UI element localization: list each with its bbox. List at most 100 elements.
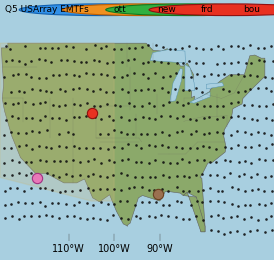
Point bbox=[11, 102, 15, 106]
Point bbox=[152, 88, 156, 92]
Point bbox=[44, 76, 48, 80]
Point bbox=[8, 186, 13, 190]
Point bbox=[241, 172, 246, 176]
Point bbox=[57, 104, 61, 108]
Point bbox=[235, 114, 240, 119]
Point bbox=[201, 218, 205, 222]
Point bbox=[147, 161, 151, 165]
Point bbox=[50, 172, 55, 177]
Point bbox=[269, 214, 273, 218]
Point bbox=[43, 114, 47, 118]
Point bbox=[264, 217, 268, 221]
Point bbox=[50, 115, 55, 120]
Point bbox=[257, 143, 261, 147]
Point bbox=[17, 59, 21, 63]
Point bbox=[58, 190, 63, 194]
Point bbox=[50, 214, 54, 218]
Point bbox=[64, 172, 68, 176]
Point bbox=[208, 104, 212, 108]
Point bbox=[105, 102, 110, 106]
Point bbox=[263, 74, 267, 79]
Point bbox=[270, 76, 274, 80]
Polygon shape bbox=[0, 43, 114, 201]
Point bbox=[119, 47, 123, 51]
Point bbox=[77, 115, 82, 119]
Point bbox=[153, 200, 158, 205]
Point bbox=[229, 73, 233, 77]
Point bbox=[57, 132, 62, 136]
Point bbox=[269, 201, 273, 205]
Point bbox=[182, 174, 186, 178]
Point bbox=[132, 72, 136, 76]
Point bbox=[119, 75, 124, 79]
Point bbox=[140, 104, 144, 108]
Point bbox=[263, 230, 267, 234]
Point bbox=[127, 186, 131, 190]
Point bbox=[42, 100, 47, 104]
Point bbox=[133, 117, 137, 121]
Point bbox=[133, 160, 138, 165]
Point bbox=[3, 203, 7, 207]
Point bbox=[179, 200, 184, 205]
Point bbox=[215, 117, 219, 121]
Circle shape bbox=[62, 4, 227, 16]
Point bbox=[159, 114, 163, 119]
Point bbox=[78, 216, 82, 220]
Point bbox=[112, 202, 117, 206]
Point bbox=[270, 228, 274, 232]
Point bbox=[216, 73, 220, 77]
Point bbox=[77, 86, 81, 90]
Point bbox=[263, 158, 267, 162]
Point bbox=[207, 145, 211, 149]
Point bbox=[269, 133, 273, 137]
Point bbox=[255, 228, 259, 232]
Point bbox=[72, 101, 76, 106]
Point bbox=[38, 186, 42, 190]
Point bbox=[216, 213, 220, 217]
Point bbox=[229, 133, 233, 137]
Point bbox=[180, 157, 185, 161]
Point bbox=[51, 159, 56, 163]
Point bbox=[3, 189, 7, 193]
Point bbox=[1, 133, 6, 137]
Point bbox=[105, 132, 110, 136]
Point bbox=[167, 175, 172, 179]
Point bbox=[78, 187, 82, 192]
Point bbox=[175, 116, 179, 120]
Point bbox=[99, 160, 103, 165]
Point bbox=[78, 160, 82, 164]
Point bbox=[216, 44, 221, 48]
Point bbox=[98, 217, 102, 221]
Point bbox=[38, 175, 42, 179]
Point bbox=[56, 116, 61, 120]
Point bbox=[119, 216, 123, 220]
Point bbox=[156, 191, 161, 196]
Point bbox=[166, 145, 170, 149]
Point bbox=[84, 114, 88, 118]
Point bbox=[215, 173, 219, 178]
Point bbox=[201, 61, 205, 65]
Point bbox=[200, 90, 205, 94]
Point bbox=[193, 214, 198, 218]
Point bbox=[255, 118, 259, 122]
Point bbox=[70, 174, 74, 178]
Point bbox=[30, 129, 34, 133]
Point bbox=[248, 229, 253, 233]
Point bbox=[175, 130, 179, 134]
Point bbox=[221, 216, 225, 220]
Point bbox=[120, 146, 124, 151]
Point bbox=[223, 158, 227, 162]
Point bbox=[141, 60, 145, 64]
Point bbox=[146, 87, 150, 91]
Point bbox=[64, 202, 69, 206]
Polygon shape bbox=[1, 43, 265, 232]
Point bbox=[235, 129, 239, 133]
Point bbox=[22, 214, 26, 218]
Point bbox=[172, 87, 177, 92]
Point bbox=[105, 73, 110, 77]
Point bbox=[236, 44, 240, 48]
Point bbox=[119, 171, 123, 175]
Polygon shape bbox=[170, 68, 183, 102]
Point bbox=[10, 73, 15, 77]
Point bbox=[85, 101, 89, 105]
